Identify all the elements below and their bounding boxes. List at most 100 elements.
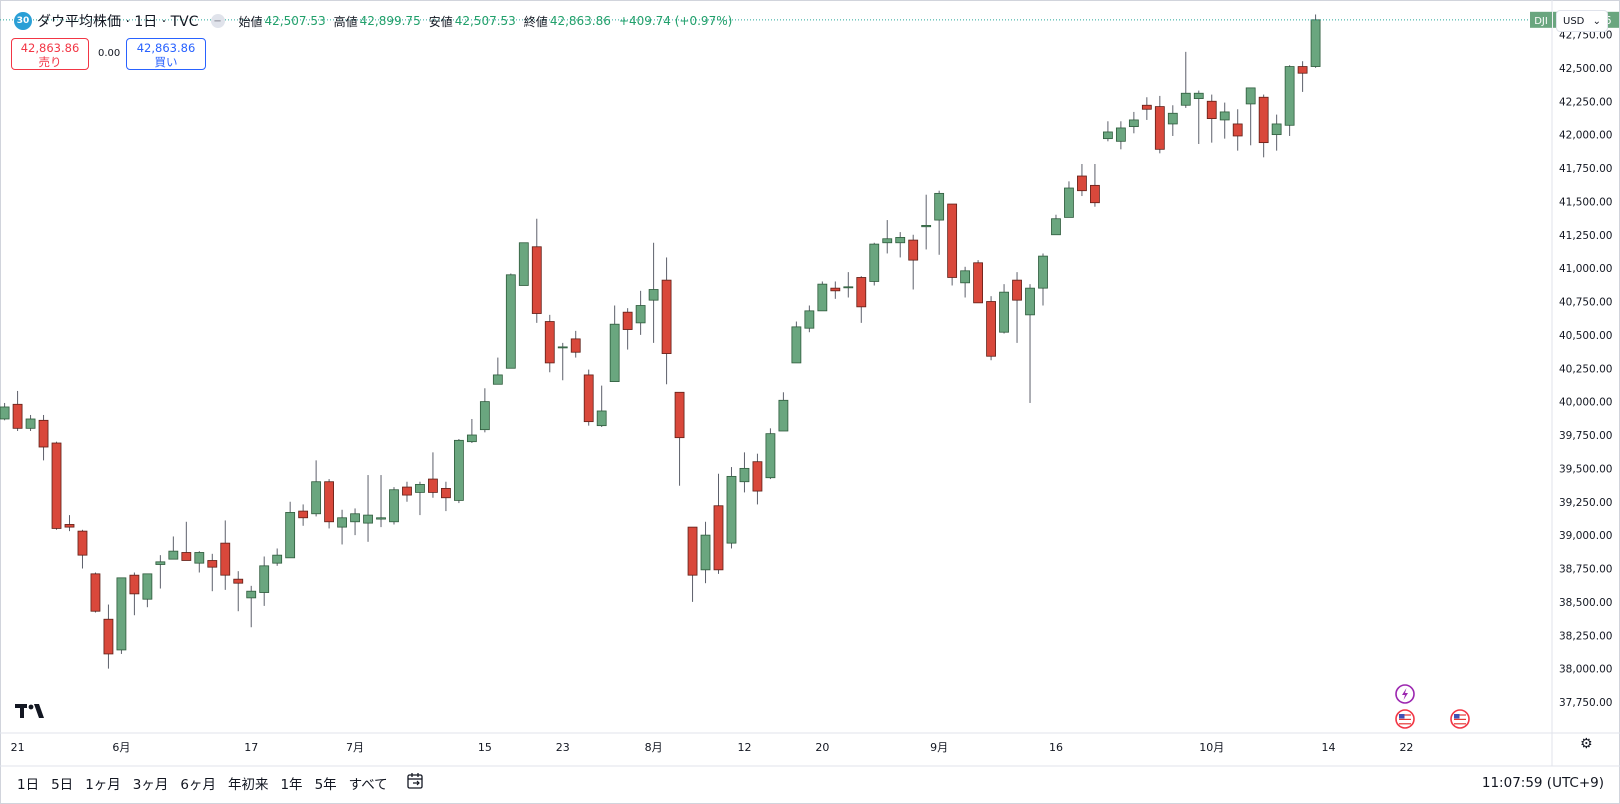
candle[interactable] [415, 481, 425, 516]
events-layer[interactable] [1395, 684, 1470, 729]
candle[interactable] [661, 257, 672, 385]
candle[interactable] [752, 453, 763, 505]
candle[interactable] [402, 481, 412, 502]
candle[interactable] [622, 308, 633, 350]
candle[interactable] [441, 481, 451, 512]
calendar-range-icon[interactable] [406, 772, 424, 794]
candle[interactable] [1258, 94, 1269, 158]
candle[interactable] [12, 390, 23, 431]
candle[interactable] [259, 556, 270, 606]
range-6m[interactable]: 6ヶ月 [180, 777, 216, 793]
range-1d[interactable]: 1日 [17, 777, 40, 793]
gear-icon[interactable]: ⚙ [1580, 736, 1593, 752]
candle[interactable] [77, 529, 88, 569]
candle[interactable] [207, 553, 218, 592]
candle[interactable] [1245, 87, 1256, 146]
candle[interactable] [1012, 272, 1022, 343]
candle[interactable] [272, 548, 283, 566]
candle[interactable] [856, 276, 867, 323]
candle[interactable] [1115, 121, 1126, 150]
candle[interactable] [181, 521, 192, 561]
candle[interactable] [791, 321, 802, 364]
candle[interactable] [103, 604, 114, 669]
candle[interactable] [583, 369, 594, 426]
candle[interactable] [1206, 94, 1217, 143]
candle[interactable] [544, 314, 555, 373]
candle[interactable] [428, 452, 438, 498]
candle[interactable] [220, 520, 231, 590]
candle[interactable] [1271, 114, 1282, 151]
candle[interactable] [0, 402, 10, 421]
candle[interactable] [1038, 253, 1048, 306]
candle[interactable] [830, 281, 841, 299]
candle[interactable] [1064, 181, 1074, 218]
clock-readout[interactable]: 11:07:59 (UTC+9) [1481, 775, 1604, 791]
candle[interactable] [1025, 284, 1035, 403]
currency-select[interactable]: USD ⌄ [1556, 10, 1608, 32]
candle[interactable] [882, 220, 893, 254]
candle[interactable] [908, 234, 919, 290]
candle[interactable] [324, 479, 335, 529]
candle[interactable] [492, 357, 503, 385]
candle[interactable] [129, 572, 140, 616]
candle[interactable] [453, 439, 464, 504]
candle[interactable] [869, 242, 880, 286]
us-flag-icon[interactable] [1450, 709, 1470, 729]
candle[interactable] [1090, 163, 1100, 207]
candle[interactable] [674, 391, 685, 486]
candle[interactable] [350, 508, 360, 536]
tv-logo-icon[interactable] [15, 702, 45, 723]
candle[interactable] [51, 441, 62, 530]
candle[interactable] [557, 342, 568, 381]
candle[interactable] [155, 555, 166, 589]
candle[interactable] [700, 521, 711, 584]
candle[interactable] [1167, 105, 1178, 136]
candle[interactable] [337, 509, 347, 545]
candle[interactable] [960, 266, 971, 298]
candle[interactable] [921, 194, 932, 250]
candle[interactable] [168, 536, 179, 560]
candle[interactable] [1232, 109, 1243, 151]
candle[interactable] [246, 585, 257, 628]
candle[interactable] [298, 504, 309, 526]
candle[interactable] [1154, 95, 1165, 154]
candle[interactable] [713, 473, 724, 574]
candle[interactable] [726, 467, 737, 549]
candle[interactable] [1128, 111, 1139, 134]
candle[interactable] [687, 526, 698, 602]
candle[interactable] [311, 460, 322, 517]
candle[interactable] [194, 551, 205, 573]
candle[interactable] [142, 573, 153, 608]
buy-button[interactable]: 42,863.86 買い [126, 38, 206, 70]
candle[interactable] [1297, 61, 1308, 92]
candle[interactable] [531, 218, 542, 323]
candle[interactable] [1051, 214, 1061, 236]
candle[interactable] [38, 414, 49, 461]
candle[interactable] [479, 388, 490, 433]
range-all[interactable]: すべて [348, 777, 388, 793]
candle[interactable] [1141, 97, 1152, 120]
candle[interactable] [505, 273, 516, 369]
candle[interactable] [285, 501, 296, 559]
candle[interactable] [1193, 90, 1204, 144]
candle[interactable] [648, 242, 659, 343]
candle[interactable] [804, 305, 815, 333]
candle[interactable] [466, 418, 477, 444]
candle[interactable] [1284, 65, 1295, 136]
range-5y[interactable]: 5年 [314, 777, 337, 793]
range-1y[interactable]: 1年 [280, 777, 303, 793]
candle[interactable] [1180, 51, 1191, 108]
candle[interactable] [64, 515, 75, 532]
candle[interactable] [973, 260, 983, 304]
candle[interactable] [843, 272, 854, 298]
candle[interactable] [376, 475, 386, 528]
candle[interactable] [570, 330, 581, 358]
candle[interactable] [765, 428, 776, 480]
candle[interactable] [389, 487, 399, 525]
candle[interactable] [986, 296, 996, 361]
candle[interactable] [1103, 121, 1113, 142]
candle[interactable] [817, 281, 828, 312]
lightning-icon[interactable] [1395, 684, 1415, 704]
candle[interactable] [25, 414, 36, 431]
